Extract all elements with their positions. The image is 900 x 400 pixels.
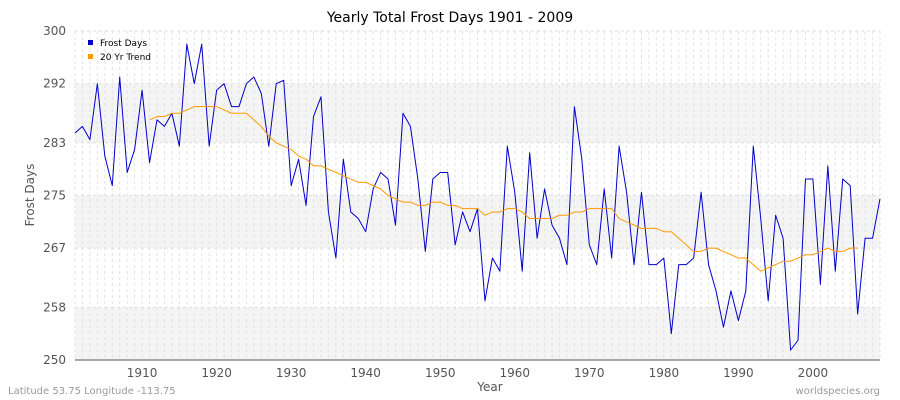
x-tick-label: 1920 bbox=[201, 366, 232, 380]
x-axis-title: Year bbox=[476, 380, 502, 394]
x-axis-ticks: 1910 1920 1930 1940 1950 1960 1970 1980 1990 2000 bbox=[127, 366, 828, 380]
x-tick-label: 1930 bbox=[276, 366, 307, 380]
series-line-trend bbox=[149, 106, 858, 272]
y-tick-label: 258 bbox=[43, 300, 66, 314]
legend-swatch-frost-days bbox=[88, 40, 93, 45]
y-tick-label: 267 bbox=[43, 241, 66, 255]
y-axis-title: Frost Days bbox=[23, 164, 37, 227]
x-tick-label: 1990 bbox=[723, 366, 754, 380]
y-tick-label: 292 bbox=[43, 77, 66, 91]
x-tick-label: 1980 bbox=[649, 366, 680, 380]
y-tick-label: 283 bbox=[43, 136, 66, 150]
y-tick-label: 275 bbox=[43, 189, 66, 203]
legend: Frost Days 20 Yr Trend bbox=[88, 39, 151, 63]
x-tick-label: 1950 bbox=[425, 366, 456, 380]
legend-label-trend: 20 Yr Trend bbox=[100, 53, 151, 63]
series-layer bbox=[74, 43, 881, 351]
plot-band bbox=[75, 195, 880, 249]
x-tick-label: 2000 bbox=[798, 366, 829, 380]
x-tick-label: 1910 bbox=[127, 366, 158, 380]
y-tick-label: 300 bbox=[43, 24, 66, 38]
x-tick-label: 1970 bbox=[574, 366, 605, 380]
x-tick-label: 1960 bbox=[499, 366, 530, 380]
chart-title: Yearly Total Frost Days 1901 - 2009 bbox=[326, 10, 573, 26]
legend-label-frost-days: Frost Days bbox=[100, 39, 147, 49]
grid-lines bbox=[74, 30, 881, 361]
y-tick-label: 250 bbox=[43, 353, 66, 367]
x-tick-label: 1940 bbox=[350, 366, 381, 380]
footer-source: worldspecies.org bbox=[796, 386, 880, 397]
footer-location: Latitude 53.75 Longitude -113.75 bbox=[8, 386, 176, 397]
y-axis-ticks: 250 258 267 275 283 292 300 bbox=[43, 24, 66, 367]
legend-swatch-trend bbox=[88, 54, 93, 59]
